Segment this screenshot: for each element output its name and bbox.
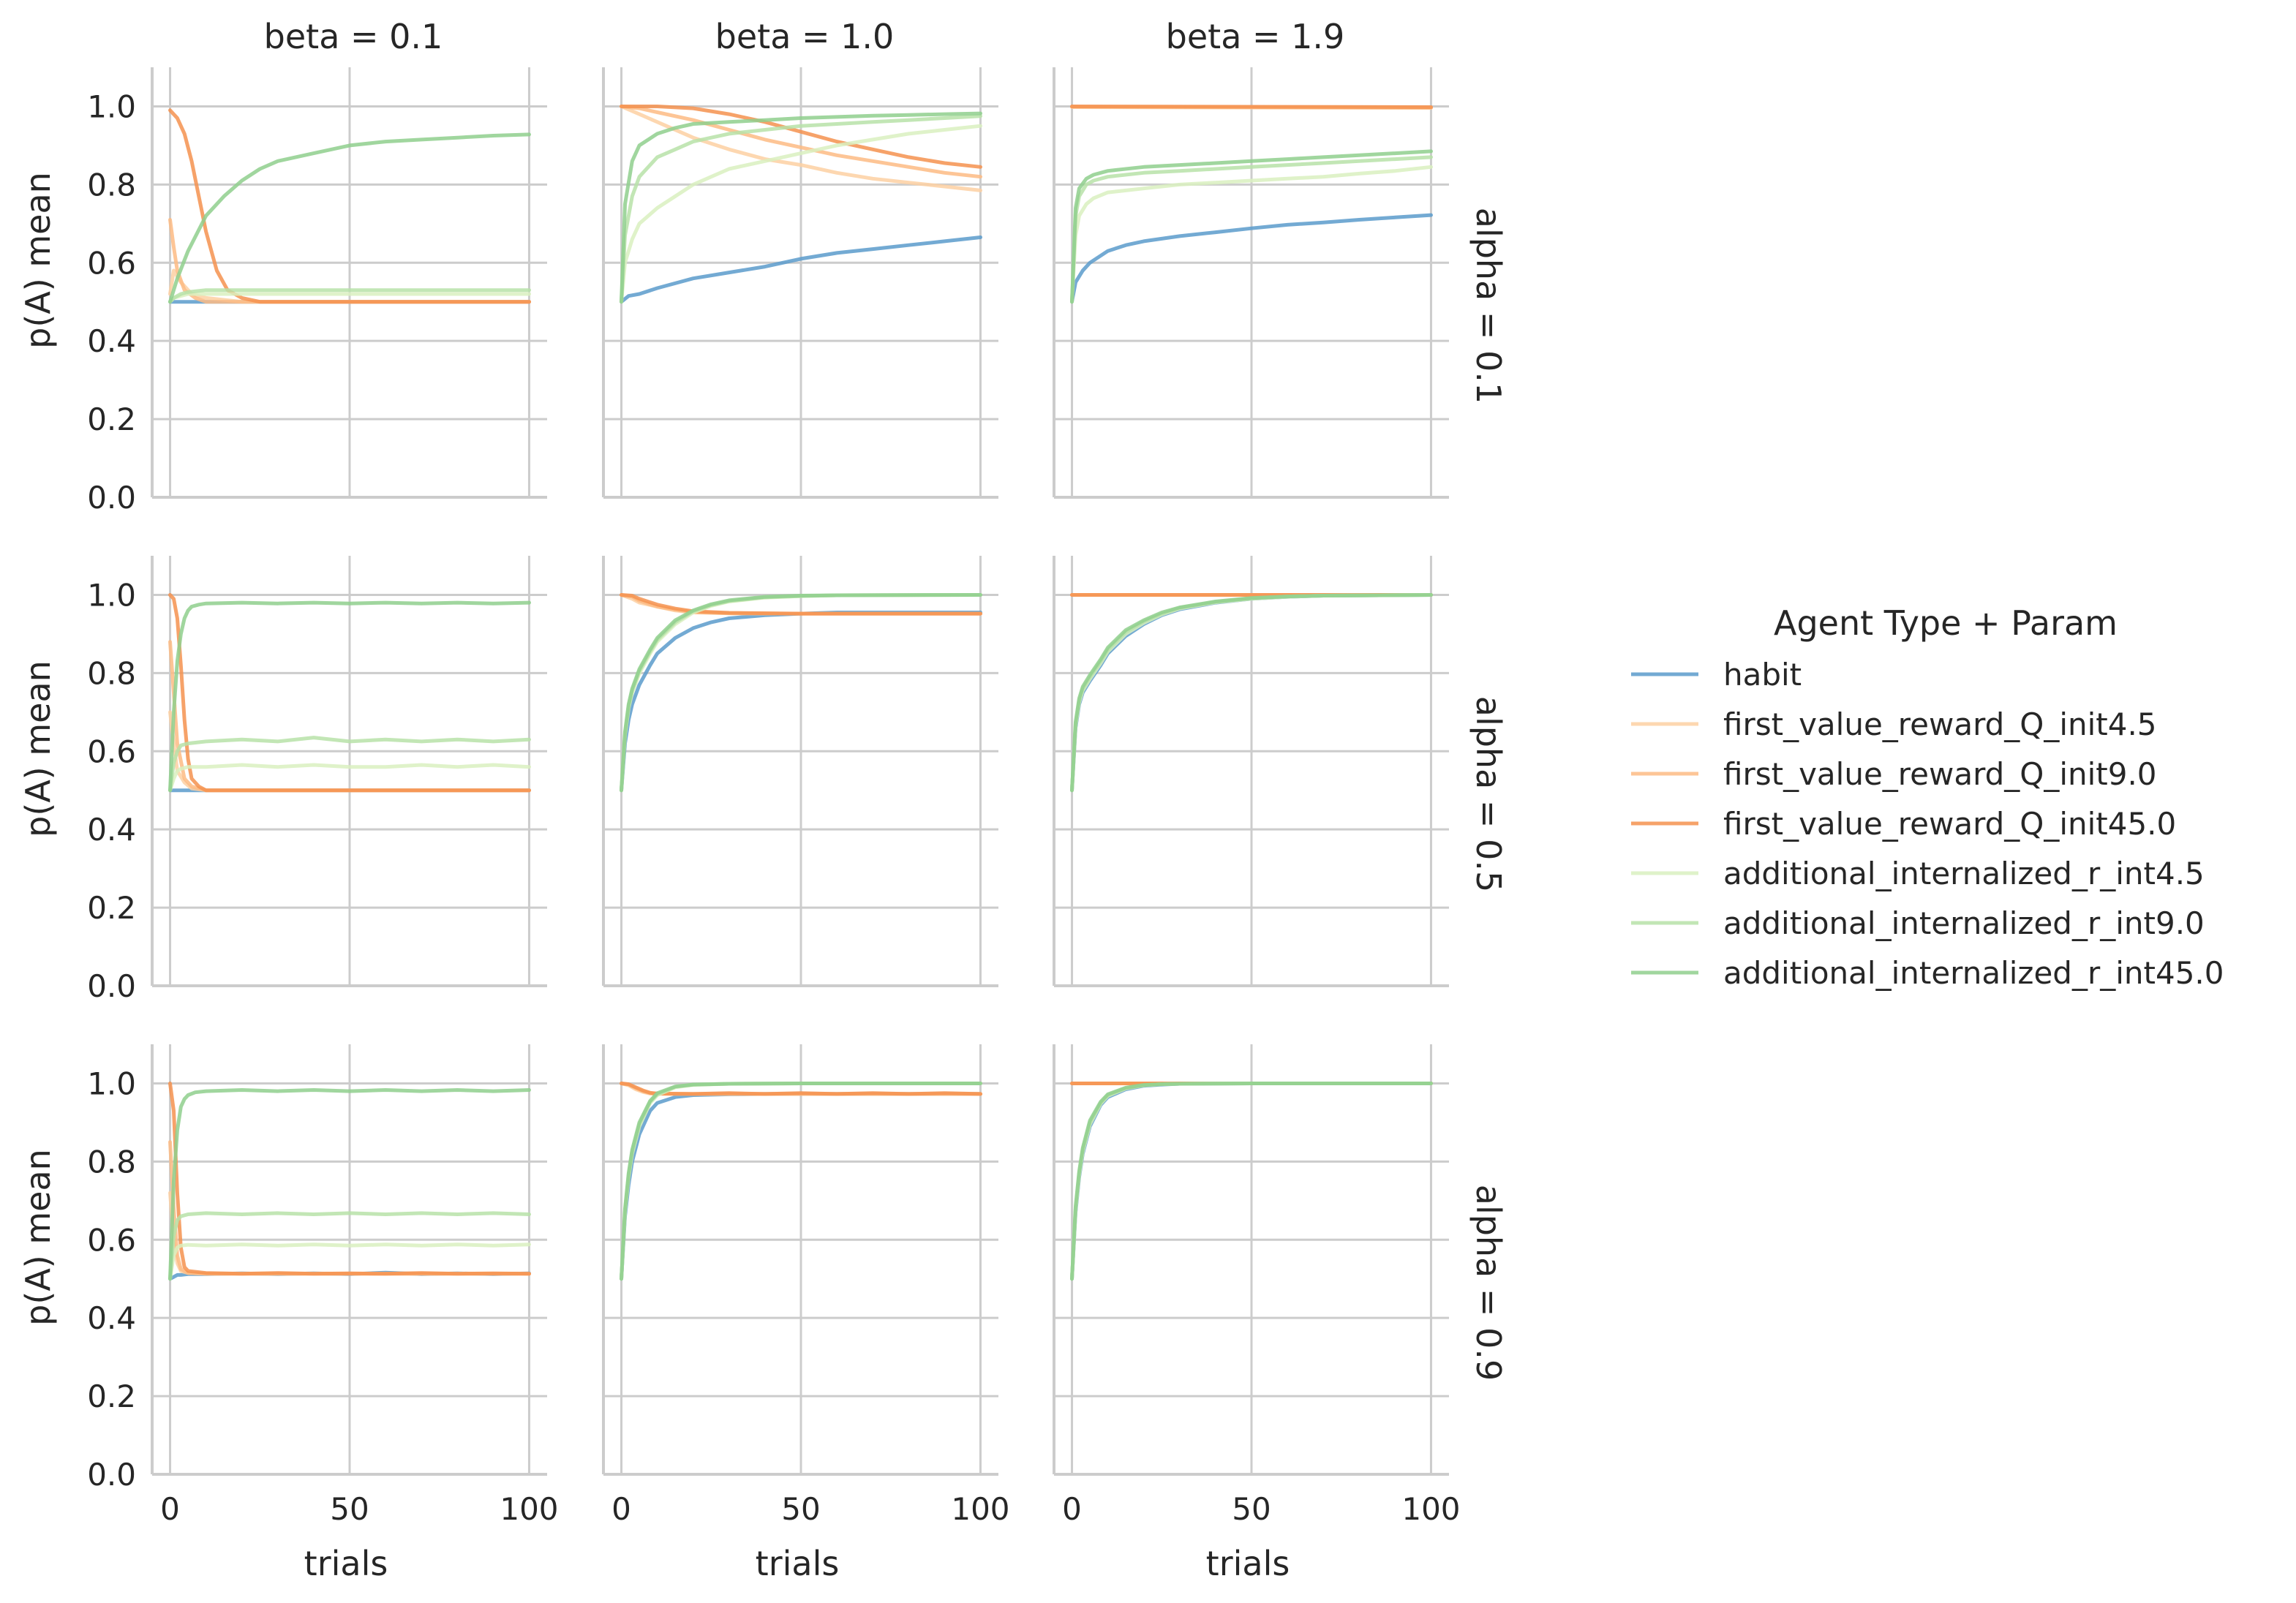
series-line-first_value_reward_Q_init4.5 — [620, 105, 982, 192]
y-tick-label: 0.2 — [87, 890, 136, 926]
series-line-additional_internalized_r_int45.0 — [1070, 593, 1433, 793]
legend-label: additional_internalized_r_int4.5 — [1723, 856, 2205, 891]
x-tick-label: 50 — [330, 1491, 369, 1527]
y-tick-label: 0.6 — [87, 245, 136, 281]
y-axis-label: p(A) mean — [18, 172, 58, 349]
series-line-additional_internalized_r_int4.5 — [1070, 165, 1433, 304]
row-title: alpha = 0.5 — [1469, 696, 1508, 892]
y-tick-label: 0.0 — [87, 968, 136, 1004]
y-tick-label: 0.8 — [87, 167, 136, 203]
series-line-additional_internalized_r_int9.0 — [168, 288, 531, 304]
y-tick-label: 0.2 — [87, 1378, 136, 1414]
series-line-additional_internalized_r_int4.5 — [168, 763, 531, 793]
series-line-additional_internalized_r_int9.0 — [168, 1211, 531, 1281]
column-title: beta = 1.0 — [715, 17, 895, 56]
series-line-additional_internalized_r_int9.0 — [168, 736, 531, 793]
series-line-habit — [620, 235, 982, 304]
series-line-additional_internalized_r_int45.0 — [168, 1088, 531, 1281]
y-tick-label: 1.0 — [87, 88, 136, 124]
legend-label: additional_internalized_r_int45.0 — [1723, 955, 2224, 991]
y-tick-label: 0.4 — [87, 812, 136, 848]
x-tick-label: 100 — [1401, 1491, 1460, 1527]
series-line-first_value_reward_Q_init45.0 — [620, 593, 982, 616]
x-tick-label: 50 — [781, 1491, 820, 1527]
y-tick-label: 0.4 — [87, 323, 136, 359]
series-line-first_value_reward_Q_init45.0 — [620, 1082, 982, 1096]
x-tick-label: 50 — [1232, 1491, 1271, 1527]
legend-item: first_value_reward_Q_init45.0 — [1631, 806, 2176, 842]
facet-panels: 0.00.20.40.60.81.00.00.20.40.60.81.00.00… — [18, 17, 1508, 1583]
y-tick-label: 0.0 — [87, 480, 136, 516]
y-tick-label: 0.6 — [87, 1222, 136, 1258]
panel-r1-c2 — [1053, 556, 1449, 987]
column-title: beta = 0.1 — [264, 17, 443, 56]
series-line-additional_internalized_r_int9.0 — [620, 114, 982, 304]
series-line-additional_internalized_r_int45.0 — [620, 593, 982, 793]
y-axis-label: p(A) mean — [18, 660, 58, 837]
y-tick-label: 0.6 — [87, 733, 136, 769]
series-line-additional_internalized_r_int45.0 — [1070, 149, 1433, 304]
legend-label: first_value_reward_Q_init4.5 — [1723, 706, 2157, 742]
panel-r0-c2 — [1053, 67, 1449, 499]
x-axis-label: trials — [1206, 1544, 1290, 1583]
x-axis-label: trials — [756, 1544, 840, 1583]
x-tick-label: 0 — [160, 1491, 180, 1527]
y-tick-label: 0.8 — [87, 1144, 136, 1180]
panel-r2-c1: 0 50 100 — [602, 1044, 1010, 1527]
series-line-additional_internalized_r_int45.0 — [1070, 1082, 1433, 1281]
y-tick-label: 1.0 — [87, 1065, 136, 1101]
series-line-first_value_reward_Q_init45.0 — [168, 593, 531, 793]
series-line-first_value_reward_Q_init45.0 — [1070, 105, 1433, 109]
x-tick-label: 100 — [951, 1491, 1009, 1527]
series-line-first_value_reward_Q_init9.0 — [620, 105, 982, 179]
legend-item: additional_internalized_r_int45.0 — [1631, 955, 2224, 991]
legend-item: first_value_reward_Q_init9.0 — [1631, 756, 2157, 792]
series-line-first_value_reward_Q_init45.0 — [620, 105, 982, 169]
legend-item: first_value_reward_Q_init4.5 — [1631, 706, 2157, 742]
row-title: alpha = 0.1 — [1469, 208, 1508, 404]
row-title: alpha = 0.9 — [1469, 1185, 1508, 1381]
y-tick-label: 0.0 — [87, 1457, 136, 1493]
series-line-habit — [1070, 213, 1433, 304]
legend-item: habit — [1631, 657, 1802, 693]
series-line-additional_internalized_r_int45.0 — [620, 1082, 982, 1281]
legend-title: Agent Type + Param — [1774, 603, 2118, 643]
panel-r1-c0: 0.0 0.2 0.4 0.6 0.8 1.0 — [87, 556, 547, 1004]
series-line-additional_internalized_r_int4.5 — [620, 124, 982, 304]
column-title: beta = 1.9 — [1166, 17, 1345, 56]
panel-r2-c2: 0 50 100 — [1053, 1044, 1461, 1527]
x-axis-label: trials — [304, 1544, 388, 1583]
x-tick-label: 0 — [1062, 1491, 1082, 1527]
panel-r2-c0: 0.0 0.2 0.4 0.6 0.8 1.0 0 50 100 — [87, 1044, 559, 1527]
y-tick-label: 0.4 — [87, 1300, 136, 1336]
legend-items: habit first_value_reward_Q_init4.5 first_v… — [1631, 657, 2224, 991]
series-line-additional_internalized_r_int45.0 — [620, 111, 982, 304]
legend-item: additional_internalized_r_int9.0 — [1631, 905, 2205, 941]
legend-label: habit — [1723, 657, 1802, 693]
series-line-additional_internalized_r_int9.0 — [1070, 155, 1433, 304]
legend-label: additional_internalized_r_int9.0 — [1723, 905, 2205, 941]
x-tick-label: 100 — [500, 1491, 558, 1527]
panel-r0-c0: 0.0 0.2 0.4 0.6 0.8 1.0 — [87, 67, 547, 516]
legend-label: first_value_reward_Q_init9.0 — [1723, 756, 2157, 792]
y-tick-label: 0.2 — [87, 401, 136, 437]
y-tick-label: 0.8 — [87, 655, 136, 691]
y-axis-label: p(A) mean — [18, 1149, 58, 1326]
panel-r1-c1 — [602, 556, 998, 987]
y-tick-label: 1.0 — [87, 577, 136, 613]
series-line-additional_internalized_r_int45.0 — [168, 132, 531, 304]
panel-r0-c1 — [602, 67, 998, 499]
series-line-additional_internalized_r_int45.0 — [168, 600, 531, 793]
series-line-additional_internalized_r_int4.5 — [168, 1242, 531, 1281]
x-tick-label: 0 — [611, 1491, 631, 1527]
legend-label: first_value_reward_Q_init45.0 — [1723, 806, 2176, 842]
legend: Agent Type + Param habit first_value_rewa… — [1631, 603, 2224, 991]
series-line-first_value_reward_Q_init45.0 — [168, 108, 531, 304]
legend-item: additional_internalized_r_int4.5 — [1631, 856, 2205, 891]
